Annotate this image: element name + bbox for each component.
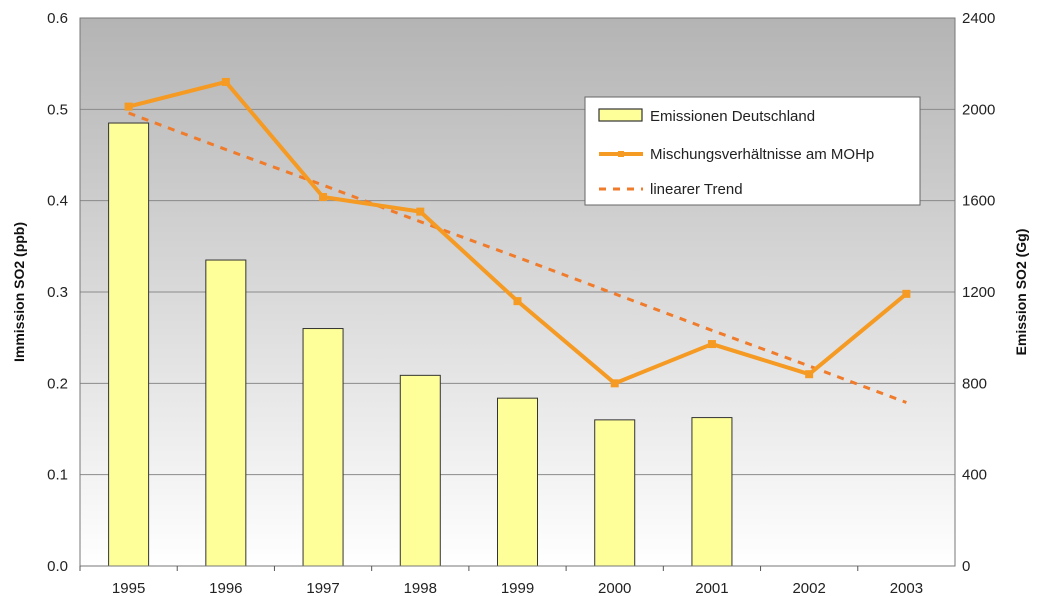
legend-marker-mischung	[618, 151, 624, 157]
line-point	[221, 77, 230, 86]
y-right-tick-label: 1200	[962, 284, 995, 301]
legend: Emissionen Deutschland Mischungsverhältn…	[584, 96, 921, 206]
plot-border	[79, 17, 956, 567]
bar	[399, 374, 441, 567]
x-tick-label: 2002	[792, 580, 825, 596]
line-point	[805, 370, 814, 379]
bar	[108, 122, 150, 567]
x-tick-label: 2000	[598, 580, 631, 596]
y-right-tick-label: 2400	[962, 10, 995, 27]
legend-swatch-emissionen	[598, 108, 643, 122]
x-tick-label: 1996	[209, 580, 242, 596]
line-series	[124, 77, 911, 388]
x-tick-label: 1995	[112, 580, 145, 596]
y-left-tick-label: 0.0	[47, 558, 68, 575]
y-left-tick-label: 0.3	[47, 284, 68, 301]
x-tick-label: 2001	[695, 580, 728, 596]
y-right-tick-label: 1600	[962, 193, 995, 210]
bar	[302, 328, 344, 567]
x-tick-label: 2003	[890, 580, 923, 596]
y-right-tick-labels: 0 400 800 1200 1600 2000 2400	[962, 10, 995, 575]
bar	[205, 259, 247, 567]
trend-series	[128, 111, 907, 404]
line-point	[124, 102, 133, 111]
y-left-tick-label: 0.5	[47, 101, 68, 118]
legend-label-mischung: Mischungsverhältnisse am MOHp	[650, 146, 874, 163]
y-right-tick-label: 800	[962, 375, 987, 392]
line-point	[319, 193, 328, 202]
line-point	[610, 379, 619, 388]
y-left-tick-labels: 0.0 0.1 0.2 0.3 0.4 0.5 0.6	[47, 10, 68, 575]
y-right-tick-label: 400	[962, 467, 987, 484]
trend-line	[128, 111, 907, 404]
line-point	[707, 340, 716, 349]
legend-label-emissionen: Emissionen Deutschland	[650, 108, 815, 125]
bar	[594, 419, 636, 567]
legend-label-trend: linearer Trend	[650, 181, 743, 198]
x-tick-label: 1999	[501, 580, 534, 596]
line-point	[416, 207, 425, 216]
bar	[497, 397, 538, 567]
y-left-tick-label: 0.1	[47, 467, 68, 484]
x-tick-label: 1997	[306, 580, 339, 596]
y-left-tick-label: 0.4	[47, 193, 68, 210]
line-point	[513, 297, 522, 306]
line-point	[902, 289, 911, 298]
y-right-axis-title: Emission SO2 (Gg)	[1013, 229, 1029, 356]
y-right-tick-label: 2000	[962, 101, 995, 118]
bar	[691, 417, 733, 567]
x-tick-labels: 1995 1996 1997 1998 1999 2000 2001 2002 2003	[79, 566, 923, 596]
y-left-axis-title: Immission SO2 (ppb)	[11, 222, 27, 362]
x-tick-label: 1998	[404, 580, 437, 596]
y-right-tick-label: 0	[962, 558, 970, 575]
y-left-tick-label: 0.2	[47, 375, 68, 392]
y-left-tick-label: 0.6	[47, 10, 68, 27]
